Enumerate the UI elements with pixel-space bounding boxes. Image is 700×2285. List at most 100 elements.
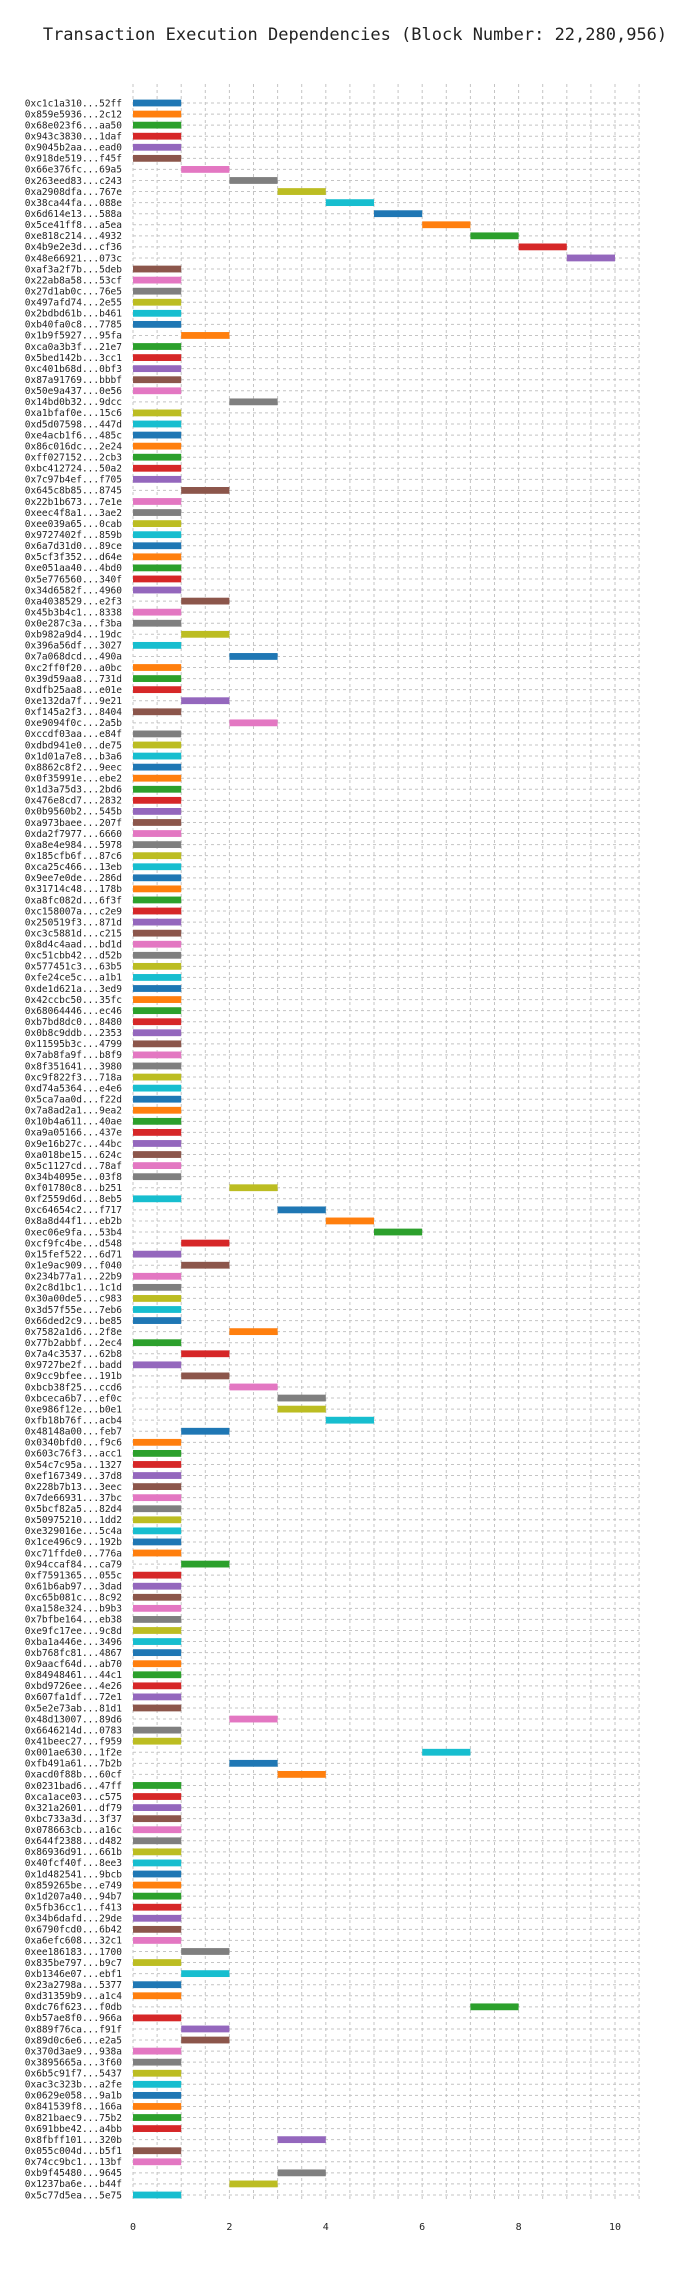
- row-label: 0xdbd941e0...de75: [25, 740, 122, 751]
- row-label: 0xe132da7f...9e21: [25, 696, 123, 707]
- row-label: 0xfb18b76f...acb4: [25, 1415, 123, 1426]
- row-label: 0xb768fc81...4867: [25, 1648, 122, 1659]
- task-bar: [133, 1704, 182, 1712]
- task-bar: [133, 1449, 182, 1457]
- row-label: 0xa1bfaf0e...15c6: [25, 408, 123, 419]
- row-label: 0x61b6ab97...3dad: [25, 1582, 122, 1593]
- row-label: 0xb9f45480...9645: [25, 2168, 122, 2179]
- row-label: 0xf7591365...055c: [25, 1570, 122, 1581]
- task-bar: [133, 298, 182, 306]
- task-bar: [133, 431, 182, 439]
- row-label: 0x50975210...1dd2: [25, 1515, 122, 1526]
- row-label: 0xca1ace03...c575: [25, 1792, 122, 1803]
- task-bar: [133, 1959, 182, 1966]
- task-bar: [133, 1117, 182, 1125]
- row-label: 0xe9fc17ee...9c8d: [25, 1626, 122, 1637]
- row-label: 0x9cc9bfee...191b: [25, 1371, 123, 1382]
- task-bar: [133, 1571, 182, 1579]
- row-label: 0xa6efc608...32c1: [25, 1936, 123, 1947]
- task-bar: [133, 2047, 182, 2055]
- task-bar: [133, 1283, 182, 1291]
- row-label: 0xc158007a...c2e9: [25, 906, 123, 917]
- row-label: 0xcf9fc4be...d548: [25, 1238, 123, 1249]
- row-label: 0xa158e324...b9b3: [25, 1604, 122, 1615]
- row-label: 0x6646214d...0783: [25, 1725, 122, 1736]
- task-bar: [133, 763, 182, 771]
- task-bar: [470, 2003, 519, 2011]
- row-label: 0xc2ff0f20...a0bc: [25, 663, 122, 674]
- task-bar: [133, 376, 182, 384]
- row-label: 0x9727be2f...badd: [25, 1360, 122, 1371]
- row-label: 0x5fb36cc1...f413: [25, 1903, 122, 1914]
- task-bar: [133, 553, 182, 561]
- row-label: 0x055c004d...b5f1: [25, 2146, 123, 2157]
- row-label: 0x497afd74...2e55: [25, 298, 122, 309]
- task-bar: [133, 918, 182, 926]
- row-label: 0x22ab8a58...53cf: [25, 275, 122, 286]
- task-bar: [133, 1671, 182, 1679]
- task-bar: [133, 1881, 182, 1889]
- row-label: 0x87a91769...bbbf: [25, 375, 122, 386]
- row-label: 0x943c3830...1daf: [25, 132, 122, 143]
- row-label: 0x15fef522...6d71: [25, 1249, 123, 1260]
- task-bar: [518, 243, 567, 251]
- row-label: 0x396a56df...3027: [25, 641, 122, 652]
- x-tick-label: 0: [130, 2222, 136, 2233]
- task-bar: [133, 1859, 182, 1867]
- row-label: 0x8862c8f2...9eec: [25, 762, 122, 773]
- task-bar: [133, 287, 182, 295]
- row-label: 0x74cc9bc1...13bf: [25, 2157, 122, 2168]
- task-bar: [374, 210, 423, 218]
- row-label: 0xee186183...1700: [25, 1947, 123, 1958]
- task-bar: [133, 1870, 182, 1878]
- task-bar: [133, 1140, 182, 1147]
- row-label: 0xbc733a3d...3f37: [25, 1814, 122, 1825]
- row-label: 0x10b4a611...40ae: [25, 1117, 123, 1128]
- row-label: 0x3895665a...3f60: [25, 2057, 123, 2068]
- task-bar: [133, 741, 182, 749]
- task-bar: [133, 1582, 182, 1590]
- row-label: 0xba1a446e...3496: [25, 1637, 123, 1648]
- task-bar: [133, 940, 182, 948]
- row-label: 0x476e8cd7...2832: [25, 796, 122, 807]
- task-bar: [229, 653, 278, 660]
- task-bar: [133, 608, 182, 616]
- task-bar: [133, 1527, 182, 1535]
- row-label: 0x4b9e2e3d...cf36: [25, 242, 123, 253]
- task-bar: [133, 808, 182, 815]
- task-bar: [133, 863, 182, 871]
- row-label: 0x228b7b13...3eec: [25, 1482, 122, 1493]
- row-label: 0x1ce496c9...192b: [25, 1537, 123, 1548]
- task-bar: [277, 1206, 326, 1214]
- row-label: 0x34d6582f...4960: [25, 585, 123, 596]
- task-bar: [229, 1328, 278, 1336]
- task-bar: [133, 2058, 182, 2066]
- row-label: 0xca0a3b3f...21e7: [25, 342, 122, 353]
- task-bar: [133, 1538, 182, 1546]
- task-bar: [133, 929, 182, 937]
- task-bar: [181, 1970, 230, 1978]
- task-bar: [133, 1472, 182, 1479]
- task-bar: [133, 498, 182, 505]
- row-label: 0x2bdbd61b...b461: [25, 309, 123, 320]
- row-label: 0x6b5c91f7...5437: [25, 2069, 122, 2080]
- row-label: 0x645c8b85...8745: [25, 486, 122, 497]
- row-label: 0x2c8d1bc1...1c1d: [25, 1283, 122, 1294]
- task-bar: [133, 985, 182, 992]
- row-label: 0x607fa1df...72e1: [25, 1692, 123, 1703]
- task-bar: [133, 265, 182, 273]
- task-bar: [133, 1162, 182, 1170]
- task-bar: [229, 2180, 278, 2188]
- row-label: 0x0b8c9ddb...2353: [25, 1028, 122, 1039]
- task-bar: [133, 2191, 182, 2199]
- grid-lines: [132, 84, 640, 2202]
- task-bar: [422, 221, 471, 229]
- task-bar: [133, 1062, 182, 1070]
- row-label: 0xb57ae8f0...966a: [25, 2013, 122, 2024]
- row-label: 0x5ce41ff8...a5ea: [25, 220, 122, 231]
- row-label: 0xc9f822f3...718a: [25, 1072, 122, 1083]
- task-bar: [133, 575, 182, 583]
- task-bar: [133, 387, 182, 395]
- row-label: 0x5bcf82a5...82d4: [25, 1504, 123, 1515]
- row-label: 0xbd9726ee...4e26: [25, 1681, 123, 1692]
